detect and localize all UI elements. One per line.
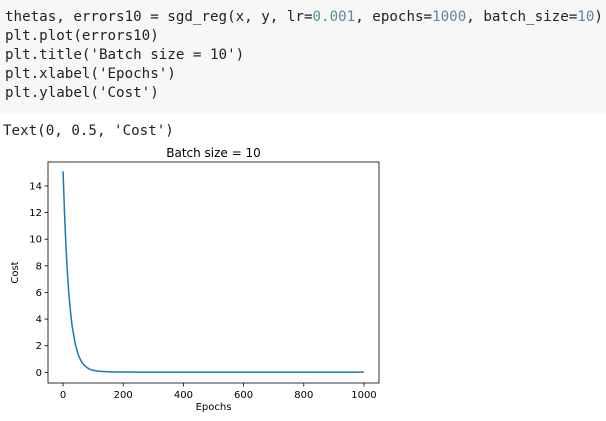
y-axis-label: Cost xyxy=(10,261,21,283)
axis-ticks: 0 200 400 600 800 1000 0 2 4 6 8 10 12 14 xyxy=(29,181,376,401)
code-line[interactable]: plt.title('Batch size = 10') xyxy=(5,46,606,65)
x-tick-label: 0 xyxy=(60,390,66,401)
x-tick-label: 800 xyxy=(294,390,313,401)
y-tick-label: 2 xyxy=(36,341,42,352)
y-tick-label: 12 xyxy=(29,208,42,219)
plot-area-frame xyxy=(47,161,380,384)
code-text: plt.xlabel('Epochs') xyxy=(5,66,176,82)
code-text: ) xyxy=(594,9,603,25)
code-editor[interactable]: thetas, errors10 = sgd_reg(x, y, lr=0.00… xyxy=(5,8,606,103)
x-tick-label: 400 xyxy=(174,390,193,401)
code-text: thetas, errors10 = sgd_reg(x, y, lr= xyxy=(5,9,313,25)
x-axis-label: Epochs xyxy=(196,402,232,413)
line-chart: 0 200 400 600 800 1000 0 2 4 6 8 10 12 14 Batch size … xyxy=(10,146,380,413)
y-tick-label: 8 xyxy=(36,261,42,272)
code-text: plt.title('Batch size = 10') xyxy=(5,47,245,63)
y-tick-label: 4 xyxy=(36,315,42,326)
code-text: , batch_size= xyxy=(466,9,578,25)
y-tick-label: 10 xyxy=(29,235,42,246)
chart-title: Batch size = 10 xyxy=(166,146,261,160)
y-tick-label: 0 xyxy=(36,368,42,379)
series-layer xyxy=(62,171,364,373)
code-line[interactable]: thetas, errors10 = sgd_reg(x, y, lr=0.00… xyxy=(5,8,606,27)
code-text: plt.ylabel('Cost') xyxy=(5,85,159,101)
code-line[interactable]: plt.ylabel('Cost') xyxy=(5,84,606,103)
x-tick-label: 600 xyxy=(234,390,253,401)
code-cell-input[interactable]: thetas, errors10 = sgd_reg(x, y, lr=0.00… xyxy=(0,0,606,114)
x-tick-label: 1000 xyxy=(351,390,376,401)
code-line[interactable]: plt.plot(errors10) xyxy=(5,27,606,46)
code-number-literal: 1000 xyxy=(432,9,467,25)
code-line[interactable]: plt.xlabel('Epochs') xyxy=(5,65,606,84)
code-text: plt.plot(errors10) xyxy=(5,28,159,44)
code-number-literal: 10 xyxy=(577,9,595,25)
code-number-literal: 0.001 xyxy=(312,9,356,25)
code-text: , epochs= xyxy=(355,9,433,25)
series-line xyxy=(62,171,364,373)
y-tick-label: 14 xyxy=(29,181,42,192)
output-text: Text(0, 0.5, 'Cost') xyxy=(3,123,174,139)
x-tick-label: 200 xyxy=(114,390,133,401)
y-tick-label: 6 xyxy=(36,288,42,299)
code-cell-output: Text(0, 0.5, 'Cost') 0 200 400 600 800 1000 0 2… xyxy=(0,114,606,421)
